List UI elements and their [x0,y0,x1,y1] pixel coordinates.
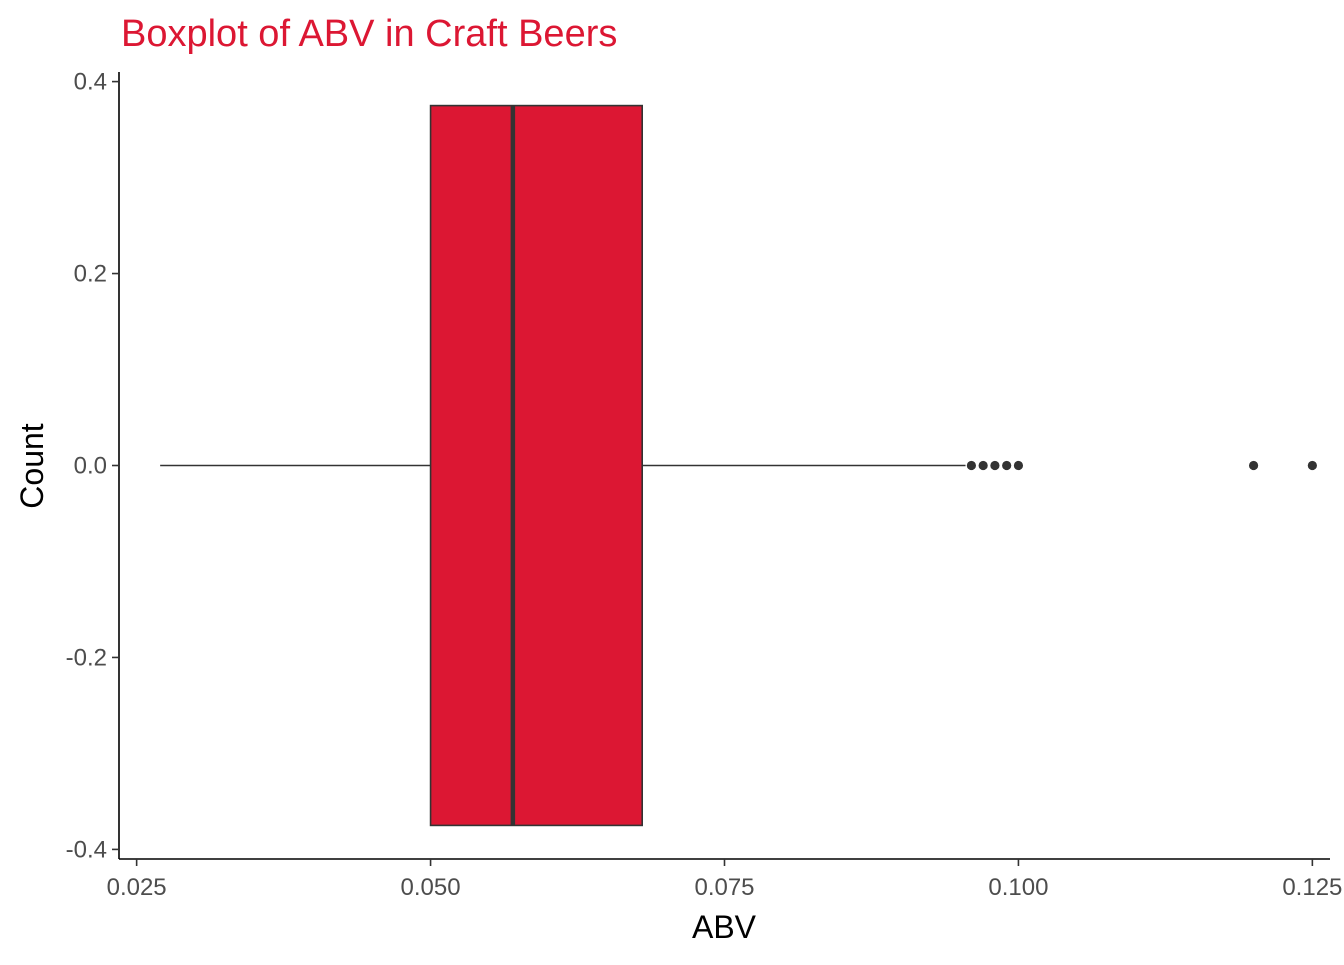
outlier-point [990,460,1000,471]
y-axis-title: Count [14,423,50,509]
plot-area [160,104,1317,827]
y-tick-label: -0.2 [66,644,107,671]
outlier-point [1307,460,1317,471]
iqr-box [429,104,643,827]
outlier-point [1248,460,1259,471]
x-tick-label: 0.075 [694,874,754,901]
x-tick-label: 0.050 [401,874,461,901]
x-axis-title: ABV [692,909,757,945]
chart-title: Boxplot of ABV in Craft Beers [121,13,617,55]
outlier-point [978,460,988,471]
outlier-point [966,460,977,471]
y-tick-label: 0.4 [74,69,107,96]
outlier-point [1002,460,1012,471]
y-tick-label: 0.2 [74,261,107,288]
x-tick-label: 0.100 [988,874,1048,901]
outlier-point [1013,460,1024,471]
x-axis-ticks: 0.025 0.050 0.075 0.100 0.125 [107,859,1342,901]
y-axis-ticks: 0.4 0.2 0.0 -0.2 -0.4 [66,69,119,863]
x-tick-label: 0.125 [1282,874,1342,901]
y-tick-label: -0.4 [66,836,107,863]
y-tick-label: 0.0 [74,453,107,480]
x-tick-label: 0.025 [107,874,167,901]
